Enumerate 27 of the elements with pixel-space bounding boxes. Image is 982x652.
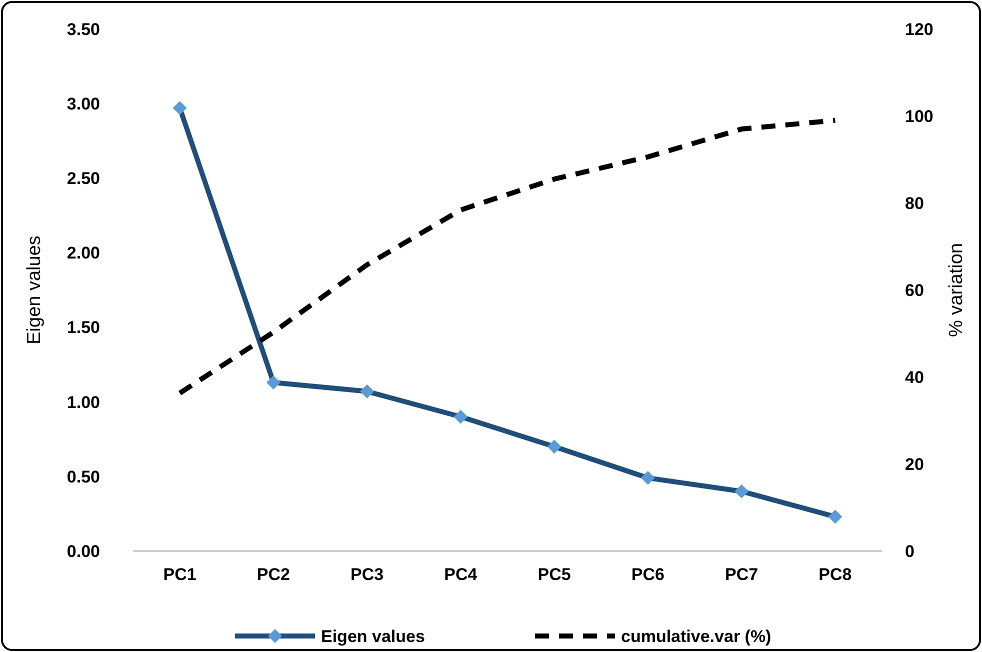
x-tick-label: PC3: [350, 565, 384, 584]
y-tick-label: 0.50: [66, 467, 100, 486]
x-tick-label: PC4: [444, 565, 478, 584]
y-tick-label: 3.50: [66, 20, 100, 39]
x-tick-label: PC7: [725, 565, 758, 584]
y-tick-label: 2.00: [66, 244, 100, 263]
legend-label: Eigen values: [321, 626, 425, 646]
y-tick-label: 1.00: [66, 392, 100, 412]
y2-tick-label: 60: [905, 280, 924, 300]
y2-tick-label: 0: [905, 542, 914, 561]
y2-tick-label: 120: [905, 20, 934, 39]
y-axis-title: Eigen values: [24, 236, 45, 344]
y-tick-label: 1.50: [66, 318, 100, 338]
x-tick-label: PC2: [256, 565, 290, 584]
y-tick-label: 3.00: [66, 94, 100, 114]
y2-tick-label: 80: [905, 194, 924, 213]
legend-label: cumulative.var (%): [621, 626, 772, 646]
y2-tick-label: 40: [905, 368, 924, 387]
y2-tick-label: 20: [905, 454, 924, 474]
x-tick-label: PC5: [538, 565, 571, 584]
y2-tick-label: 100: [905, 106, 934, 126]
x-tick-label: PC6: [631, 565, 664, 584]
y-tick-label: 0.00: [66, 542, 100, 561]
x-tick-label: PC8: [818, 565, 852, 584]
y2-axis-title: % variation: [946, 243, 967, 337]
y-tick-label: 2.50: [66, 169, 100, 188]
x-tick-label: PC1: [163, 565, 196, 584]
